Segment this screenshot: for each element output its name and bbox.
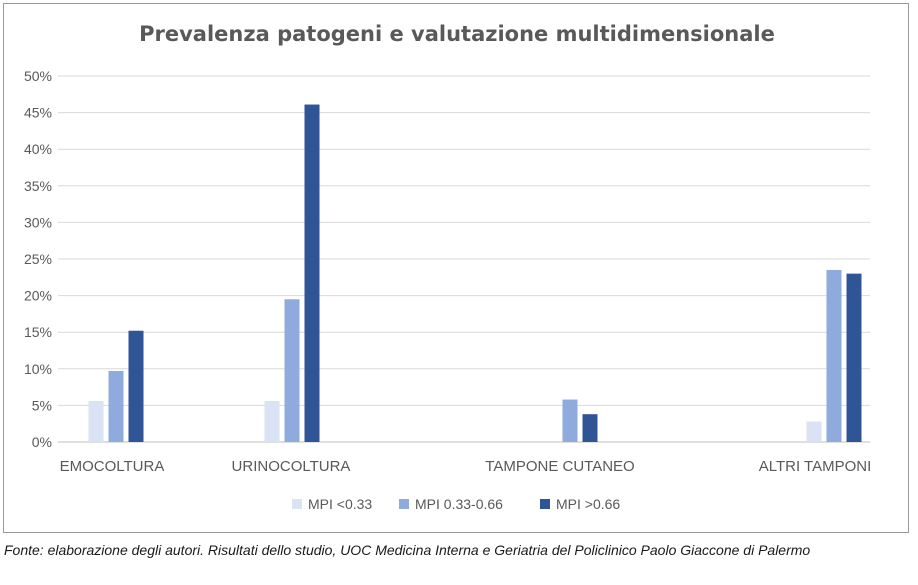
category-label: ALTRI TAMPONI	[759, 458, 872, 475]
bar	[562, 399, 578, 442]
legend-label: MPI <0.33	[308, 496, 372, 512]
bar	[88, 401, 104, 442]
bar	[264, 401, 280, 442]
bar	[582, 414, 598, 442]
legend-label: MPI 0.33-0.66	[415, 496, 503, 512]
y-tick-label: 5%	[32, 397, 52, 413]
category-label: EMOCOLTURA	[60, 458, 165, 475]
bar	[284, 299, 300, 442]
legend-swatch	[399, 499, 409, 509]
y-tick-label: 30%	[24, 214, 52, 230]
y-tick-label: 15%	[24, 324, 52, 340]
legend-label: MPI >0.66	[556, 496, 620, 512]
category-label: TAMPONE CUTANEO	[485, 458, 634, 475]
y-tick-label: 45%	[24, 105, 52, 121]
bar	[108, 370, 124, 442]
y-tick-label: 25%	[24, 251, 52, 267]
chart-frame: Prevalenza patogeni e valutazione multid…	[3, 3, 909, 533]
y-tick-label: 50%	[24, 68, 52, 84]
category-label: URINOCOLTURA	[232, 458, 351, 475]
chart-plot: 0% 5% 10% 15% 20% 25% 30% 35% 40% 45% 50% EMOCOLTUR…	[24, 68, 872, 512]
bar	[304, 104, 320, 442]
y-tick-label: 0%	[32, 434, 52, 450]
legend-swatch	[292, 499, 302, 509]
chart-title: Prevalenza patogeni e valutazione multid…	[139, 22, 775, 46]
y-tick-label: 10%	[24, 361, 52, 377]
bar	[128, 330, 144, 442]
y-tick-label: 20%	[24, 288, 52, 304]
source-note: Fonte: elaborazione degli autori. Risult…	[4, 542, 811, 558]
y-tick-label: 40%	[24, 141, 52, 157]
legend-swatch	[540, 499, 550, 509]
bar	[826, 269, 842, 442]
y-tick-label: 35%	[24, 178, 52, 194]
bar	[806, 421, 822, 442]
bar	[846, 273, 862, 442]
